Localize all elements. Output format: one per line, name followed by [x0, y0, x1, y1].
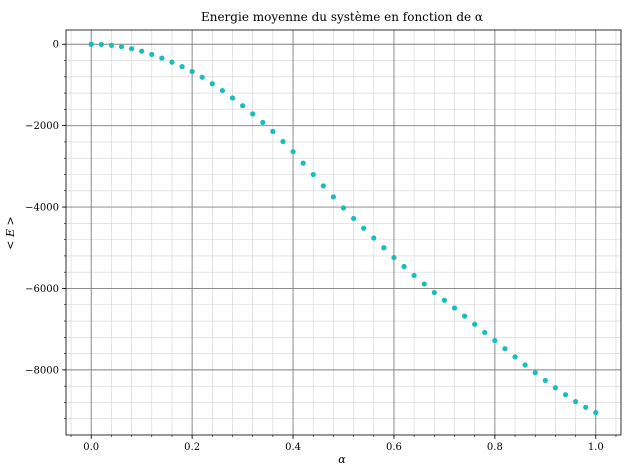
- data-point: [350, 215, 357, 222]
- x-tick-label: 1.0: [588, 442, 604, 453]
- data-point: [219, 88, 226, 94]
- x-tick-label: 0.6: [386, 442, 402, 453]
- data-point: [108, 42, 115, 48]
- data-point: [441, 297, 448, 303]
- data-point: [149, 51, 155, 58]
- data-point: [562, 392, 569, 398]
- data-point: [330, 194, 337, 200]
- data-point: [401, 263, 407, 270]
- data-point: [199, 74, 205, 80]
- data-point: [492, 337, 498, 344]
- data-point: [290, 149, 296, 155]
- chart-title: Energie moyenne du système en fonction d…: [201, 10, 483, 24]
- data-point: [250, 111, 256, 117]
- data-point: [280, 138, 286, 145]
- data-point: [340, 205, 347, 211]
- data-point: [179, 64, 185, 70]
- data-point: [451, 305, 458, 311]
- x-tick-label: 0.4: [285, 442, 301, 453]
- data-point: [139, 48, 145, 54]
- data-point: [542, 377, 548, 384]
- y-tick-label: −4000: [25, 203, 59, 214]
- data-point: [98, 41, 104, 48]
- data-point: [583, 404, 589, 410]
- data-point: [421, 281, 427, 287]
- data-point: [593, 410, 599, 416]
- data-point: [310, 171, 316, 178]
- data-point: [431, 289, 437, 296]
- data-point: [381, 245, 387, 251]
- y-tick-label: −6000: [25, 284, 59, 295]
- data-point: [502, 346, 508, 352]
- x-tick-label: 0.8: [487, 442, 503, 453]
- data-point: [88, 41, 94, 47]
- y-tick-label: −8000: [25, 365, 59, 376]
- data-point: [118, 44, 125, 50]
- y-tick-label: −2000: [25, 121, 59, 132]
- data-point: [169, 59, 175, 65]
- data-point: [512, 354, 518, 360]
- x-axis-label: α: [338, 453, 346, 466]
- data-point: [128, 46, 135, 52]
- data-point: [229, 95, 236, 101]
- data-point: [522, 362, 528, 368]
- data-point: [159, 55, 165, 61]
- data-point: [371, 235, 377, 241]
- scatter-series: [88, 41, 599, 416]
- data-point: [300, 160, 306, 166]
- data-point: [239, 103, 246, 109]
- data-point: [260, 119, 266, 125]
- data-point: [572, 399, 579, 405]
- grid: [66, 30, 621, 435]
- data-point: [270, 128, 276, 134]
- data-point: [472, 321, 478, 327]
- data-point: [391, 254, 397, 261]
- data-point: [361, 225, 367, 231]
- data-point: [461, 313, 468, 319]
- x-tick-label: 0.0: [83, 442, 99, 453]
- x-tick-label: 0.2: [184, 442, 200, 453]
- y-tick-label: 0: [53, 40, 59, 51]
- data-point: [209, 81, 215, 87]
- data-point: [532, 370, 538, 376]
- data-point: [552, 385, 559, 391]
- data-point: [320, 183, 326, 189]
- data-point: [189, 68, 195, 75]
- data-point: [482, 329, 488, 336]
- plot-frame: [65, 29, 622, 436]
- y-axis-label: < E >: [4, 216, 17, 249]
- data-point: [411, 272, 417, 279]
- axis-ticks: 0.0 0.2 0.4 0.6 0.8 1.0 0 −2000 −4000 −6000 −8000: [25, 40, 617, 453]
